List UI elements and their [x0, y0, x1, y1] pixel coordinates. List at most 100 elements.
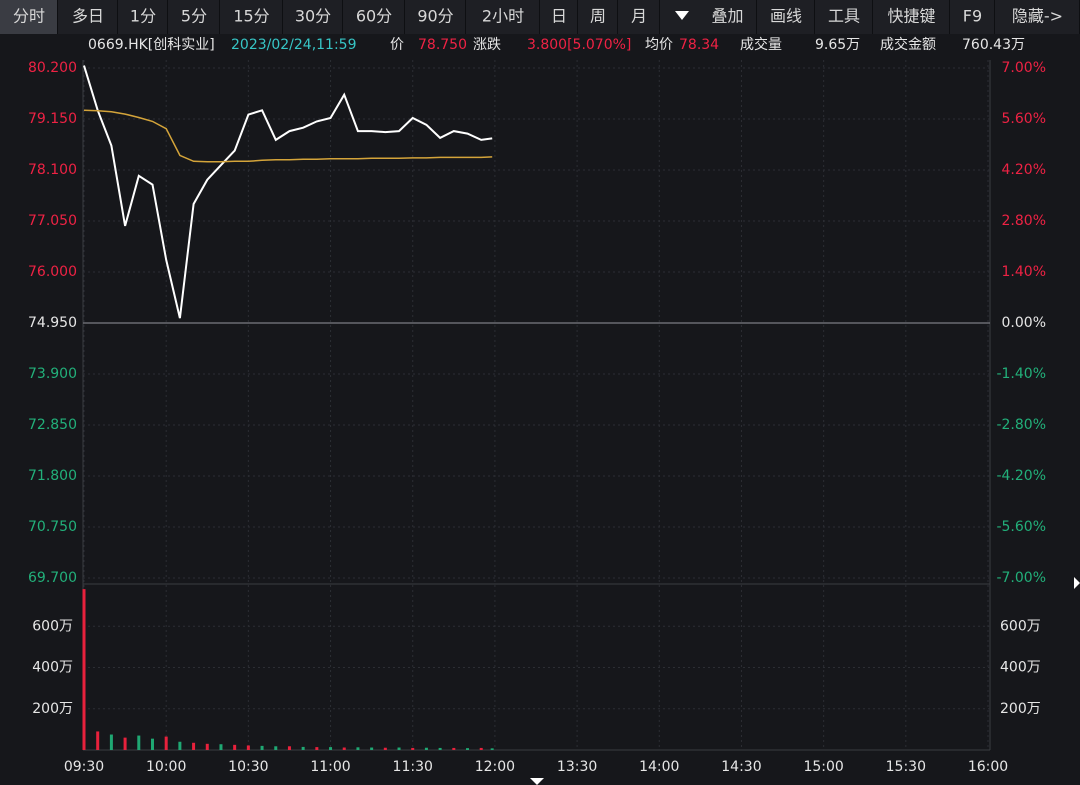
- tab-button[interactable]: [0, 0, 57, 34]
- x-tick-label: 14:00: [639, 759, 679, 775]
- volume-bar: [219, 744, 223, 750]
- amount: 760.43万: [962, 37, 1025, 53]
- volume-bar: [109, 734, 113, 750]
- tab-label[interactable]: 叠加: [711, 7, 743, 26]
- tab-button[interactable]: [405, 0, 465, 34]
- tab-label[interactable]: 画线: [770, 7, 802, 26]
- tab-button[interactable]: [665, 0, 697, 34]
- tab-button[interactable]: [873, 0, 949, 34]
- volume-bar: [452, 747, 456, 750]
- volume-bar: [274, 746, 278, 750]
- tab-label[interactable]: 快捷键: [887, 7, 935, 26]
- volume-bar: [287, 746, 291, 750]
- tab-button[interactable]: [578, 0, 617, 34]
- x-tick-label: 15:30: [886, 759, 926, 775]
- y-tick-label: 71.800: [28, 468, 77, 484]
- tab-button[interactable]: [757, 0, 814, 34]
- volume-bar: [233, 744, 237, 750]
- tab-button[interactable]: [815, 0, 872, 34]
- amount-label: 成交金额: [880, 36, 936, 53]
- tab-button[interactable]: [283, 0, 342, 34]
- y-tick-label: 80.200: [28, 60, 77, 76]
- y2-tick-label: 1.40%: [1002, 264, 1046, 280]
- y2-tick-label: 7.00%: [1002, 60, 1046, 76]
- tab-button[interactable]: [466, 0, 539, 34]
- tab-label[interactable]: 工具: [828, 7, 860, 26]
- y-tick-label: 200万: [32, 701, 73, 717]
- volume-label: 成交量: [740, 36, 782, 53]
- x-tick-label: 16:00: [968, 759, 1008, 775]
- tab-label[interactable]: 1分: [130, 7, 156, 26]
- x-tick-label: 14:30: [721, 759, 761, 775]
- stock-code: 0669.HK[创科实业]: [88, 37, 215, 53]
- y-tick-label-right: 600万: [1000, 618, 1041, 634]
- volume-bar: [411, 747, 415, 750]
- tab-button[interactable]: [950, 0, 994, 34]
- tab-button[interactable]: [220, 0, 282, 34]
- tab-button[interactable]: [995, 0, 1079, 34]
- avg: 78.34: [679, 37, 719, 53]
- y-tick-label: 400万: [32, 660, 73, 676]
- x-tick-label: 10:30: [228, 759, 268, 775]
- tab-button[interactable]: [618, 0, 659, 34]
- price-line: [83, 65, 493, 319]
- average-line: [83, 109, 493, 163]
- tab-label[interactable]: 多日: [72, 7, 104, 26]
- avg-label: 均价: [645, 37, 673, 53]
- y2-tick-label: -1.40%: [996, 366, 1046, 382]
- x-tick-label: 10:00: [146, 759, 186, 775]
- y-tick-label: 74.950: [28, 315, 77, 331]
- volume-bar: [246, 745, 250, 750]
- tab-button[interactable]: [168, 0, 219, 34]
- tab-label[interactable]: 隐藏->: [1012, 7, 1063, 26]
- y-tick-label: 600万: [32, 618, 73, 634]
- volume-bar: [329, 747, 333, 750]
- y-tick-label: 79.150: [28, 111, 77, 127]
- tab-label[interactable]: 周: [590, 7, 606, 26]
- tab-label[interactable]: 分时: [13, 7, 45, 26]
- y-tick-label: 72.850: [28, 417, 77, 433]
- tab-button[interactable]: [540, 0, 577, 34]
- volume-bar: [370, 747, 374, 750]
- tab-label[interactable]: 15分: [233, 7, 269, 26]
- y-tick-label: 77.050: [28, 213, 77, 229]
- y-tick-label-right: 200万: [1000, 701, 1041, 717]
- volume-bar: [466, 748, 470, 750]
- scroll-arrow[interactable]: [530, 778, 544, 785]
- y2-tick-label: -2.80%: [996, 417, 1046, 433]
- x-tick-label: 15:00: [803, 759, 843, 775]
- tab-button[interactable]: [118, 0, 167, 34]
- dropdown-icon[interactable]: [675, 11, 689, 20]
- tab-label[interactable]: 日: [551, 7, 567, 26]
- volume-bar: [315, 747, 319, 750]
- volume: 9.65万: [815, 37, 860, 53]
- y-tick-label-right: 400万: [1000, 660, 1041, 676]
- price: 78.750: [418, 37, 467, 53]
- volume-bar: [123, 737, 127, 750]
- change-label: 涨跌: [473, 37, 501, 53]
- y-tick-label: 73.900: [28, 366, 77, 382]
- tab-label[interactable]: 90分: [417, 7, 453, 26]
- datetime: 2023/02/24,11:59: [231, 37, 357, 53]
- y2-tick-label: -7.00%: [996, 570, 1046, 586]
- expand-arrow[interactable]: [1074, 577, 1080, 589]
- tab-label[interactable]: 60分: [356, 7, 392, 26]
- tab-label[interactable]: 5分: [181, 7, 207, 26]
- volume-bar: [164, 736, 168, 750]
- tab-button[interactable]: [343, 0, 404, 34]
- volume-bar: [150, 738, 154, 750]
- volume-bar: [438, 747, 442, 750]
- volume-bar: [178, 741, 182, 750]
- y-tick-label: 78.100: [28, 162, 77, 178]
- tab-label[interactable]: 月: [631, 7, 647, 26]
- tab-button[interactable]: [698, 0, 756, 34]
- y2-tick-label: -4.20%: [996, 468, 1046, 484]
- tab-label[interactable]: 30分: [295, 7, 331, 26]
- tab-label[interactable]: 2小时: [482, 7, 524, 26]
- tab-label[interactable]: F9: [963, 7, 982, 26]
- volume-bar: [192, 742, 196, 750]
- tab-button[interactable]: [58, 0, 117, 34]
- y-tick-label: 76.000: [28, 264, 77, 280]
